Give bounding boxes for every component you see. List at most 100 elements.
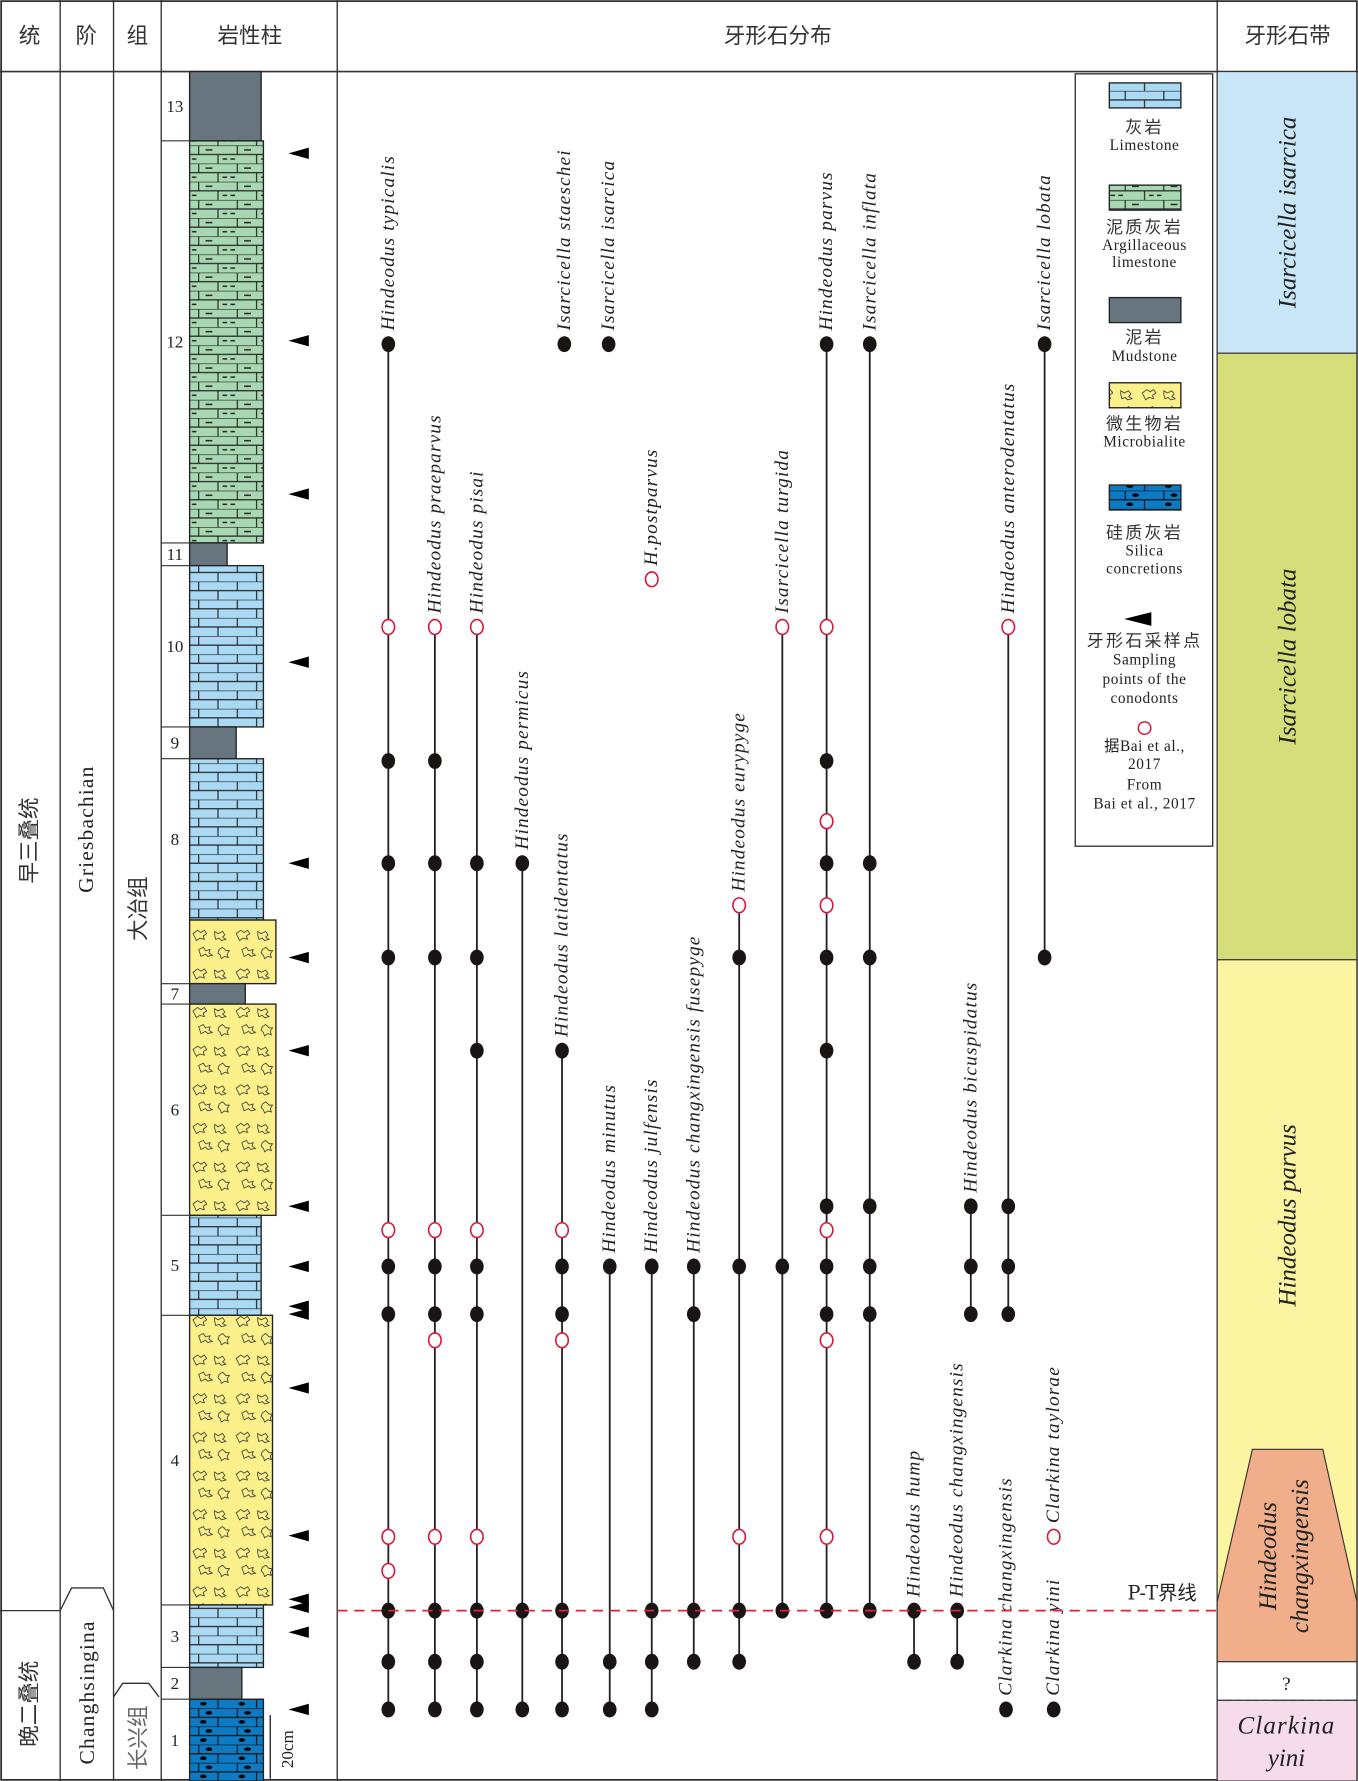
occurrence-marker	[819, 855, 834, 872]
sampling-arrow-icon	[288, 1703, 309, 1716]
bed-1: 1	[161, 1698, 265, 1781]
occurrence-marker	[819, 1306, 834, 1323]
species-range: Hindeodus typicalis	[378, 155, 399, 1718]
occurrence-marker	[428, 753, 442, 769]
occurrence-bai-marker	[555, 1332, 570, 1349]
bed-number: 9	[171, 734, 180, 753]
legend-argillaceous-swatch	[1108, 184, 1182, 211]
species-label: Hindeodus changxingensis	[947, 1362, 968, 1598]
sampling-arrow-icon	[288, 1529, 309, 1542]
bed-12: 12	[161, 140, 265, 544]
occurrence-bai-marker	[1046, 1528, 1061, 1545]
sampling-arrow-icon	[288, 656, 309, 668]
legend-bai-circle-icon	[1137, 721, 1152, 736]
bed-number: 8	[171, 830, 180, 849]
occurrence-marker	[1001, 1198, 1016, 1215]
occurrence-marker	[862, 1198, 877, 1215]
bed-2: 2	[161, 1666, 243, 1700]
occurrence-marker	[428, 1258, 442, 1275]
species-label: Clarkina changxingensis	[996, 1477, 1017, 1696]
occurrence-bai-marker	[427, 618, 442, 636]
bed-silica-concretions	[188, 1698, 265, 1781]
occurrence-bai-marker	[819, 1221, 834, 1239]
occurrence-bai-marker	[1001, 618, 1016, 636]
occurrence-marker	[1001, 1258, 1016, 1275]
lithology-column: 13 12 11 10 9 8 7 6 5 4 3 2 1 20cm	[161, 70, 297, 1781]
species-range: Clarkina yini	[1043, 1579, 1064, 1718]
occurrence-bai-marker	[427, 1528, 442, 1545]
occurrence-marker	[470, 1042, 484, 1059]
species-range: Hindeodus changxingensis fusepyge	[683, 936, 704, 1670]
occurrence-marker	[963, 1258, 978, 1275]
legend-label: Bai et al., 2017	[1093, 796, 1195, 813]
occurrence-marker	[862, 1258, 877, 1275]
occurrence-bai-marker	[381, 1562, 396, 1580]
bed-number: 13	[166, 97, 183, 116]
occurrence-marker	[601, 336, 616, 353]
legend-label: Silica	[1125, 542, 1163, 559]
legend-label: concretions	[1106, 561, 1183, 578]
occurrence-bai-marker	[469, 618, 484, 636]
bed-3: 3	[161, 1604, 265, 1669]
sampling-arrow-icon	[288, 1593, 309, 1605]
legend-label: points of the	[1103, 671, 1187, 688]
legend-label: From	[1127, 776, 1162, 793]
occurrence-marker	[732, 1653, 746, 1670]
species-range: Isarcicella staeschei	[554, 149, 575, 353]
legend-label: Sampling	[1113, 651, 1176, 668]
occurrence-bai-marker	[644, 571, 659, 588]
species-label: Hindeodus latidentatus	[552, 832, 573, 1038]
header-zones: 牙形石带	[1244, 24, 1330, 49]
occurrence-marker	[732, 1258, 746, 1275]
occurrence-bai-marker	[381, 1528, 396, 1545]
bed-limestone	[188, 564, 265, 728]
legend-label: 灰岩	[1125, 118, 1164, 138]
occurrence-marker	[428, 1306, 442, 1323]
occurrence-marker	[381, 1653, 396, 1670]
occurrence-bai-marker	[732, 897, 747, 914]
zone-label: Clarkina	[1238, 1712, 1336, 1739]
sampling-arrow-icon	[288, 1626, 309, 1638]
legend-label: Argillaceous	[1102, 237, 1187, 254]
bed-4: 4	[161, 1314, 274, 1606]
legend-silica-swatch	[1108, 484, 1182, 511]
occurrence-marker	[819, 949, 834, 966]
legend-label: limestone	[1112, 254, 1177, 271]
sampling-arrow-icon	[288, 1382, 309, 1394]
occurrence-bai-marker	[381, 618, 396, 636]
sampling-arrow-icon	[288, 857, 309, 869]
species-label: Isarcicella isarcica	[598, 160, 619, 332]
occurrence-marker	[470, 1701, 484, 1718]
series-early-triassic: 早三叠统	[17, 797, 42, 883]
occurrence-bai-marker	[469, 1528, 484, 1545]
legend-label: 泥质灰岩	[1106, 218, 1183, 238]
species-range: Hindeodus parvus	[816, 171, 837, 1619]
sampling-points	[288, 147, 309, 1716]
zone-label: yini	[1265, 1745, 1305, 1772]
occurrence-marker	[470, 855, 484, 872]
species-label: Hindeodus julfensis	[641, 1078, 662, 1253]
occurrence-marker	[557, 336, 572, 353]
occurrence-bai-marker	[555, 1221, 570, 1239]
occurrence-marker	[644, 1653, 659, 1670]
species-range: Hindeodus eurypyge	[729, 712, 750, 1670]
occurrence-marker	[686, 1258, 701, 1275]
legend-label: 据Bai et al.,	[1104, 738, 1185, 755]
species-range: Isarcicella isarcica	[598, 160, 619, 353]
occurrence-marker	[470, 1258, 484, 1275]
occurrence-marker	[381, 336, 396, 353]
bed-mudstone	[188, 982, 246, 1005]
species-range: Hindeodus pisai	[466, 470, 487, 1718]
species-label: Hindeodus bicuspidatus	[960, 982, 981, 1194]
bed-11: 11	[161, 542, 228, 567]
occurrence-marker	[686, 1602, 701, 1619]
bed-mudstone	[188, 1666, 243, 1700]
bed-limestone	[188, 1214, 262, 1316]
species-label: Clarkina yini	[1043, 1579, 1064, 1696]
legend-microbialite-swatch	[1108, 382, 1182, 409]
bed-10: 10	[161, 564, 265, 728]
sampling-arrow-icon	[288, 1200, 309, 1212]
occurrence-bai-marker	[819, 1332, 834, 1349]
occurrence-marker	[732, 949, 746, 966]
